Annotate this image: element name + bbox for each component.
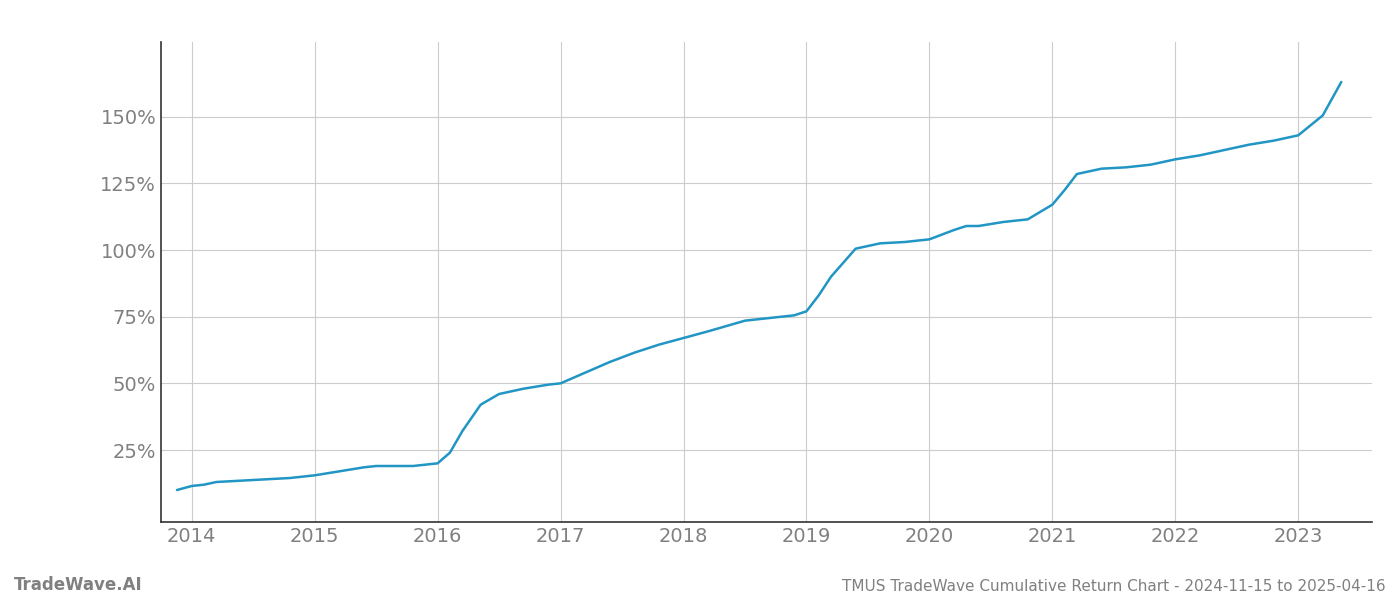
Text: TradeWave.AI: TradeWave.AI: [14, 576, 143, 594]
Text: TMUS TradeWave Cumulative Return Chart - 2024-11-15 to 2025-04-16: TMUS TradeWave Cumulative Return Chart -…: [843, 579, 1386, 594]
